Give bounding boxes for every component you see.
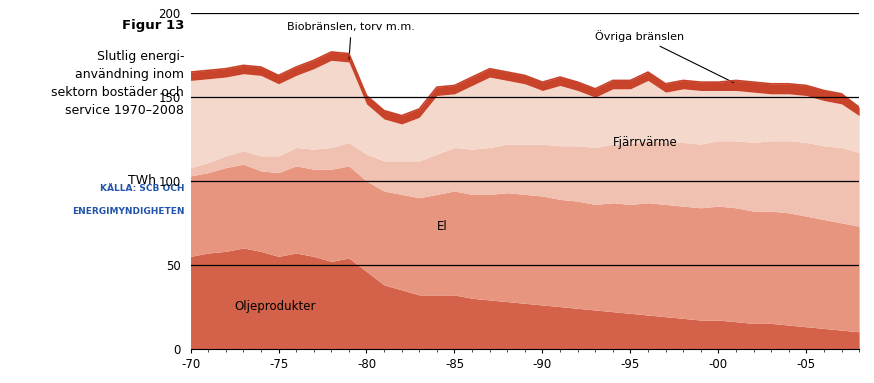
Y-axis label: TWh: TWh <box>128 175 156 187</box>
Text: Övriga bränslen: Övriga bränslen <box>595 30 733 83</box>
Text: Figur 13: Figur 13 <box>121 19 184 32</box>
Text: KÄLLA: SCB OCH: KÄLLA: SCB OCH <box>100 184 184 193</box>
Text: Slutlig energi-
användning inom
sektorn bostäder och
service 1970–2008: Slutlig energi- användning inom sektorn … <box>52 50 184 117</box>
Text: El: El <box>437 220 447 233</box>
Text: Oljeprodukter: Oljeprodukter <box>234 300 316 313</box>
Text: ENERGIMYNDIGHETEN: ENERGIMYNDIGHETEN <box>72 207 184 216</box>
Text: Biobränslen, torv m.m.: Biobränslen, torv m.m. <box>288 22 415 59</box>
Text: Fjärrvärme: Fjärrvärme <box>613 136 677 149</box>
